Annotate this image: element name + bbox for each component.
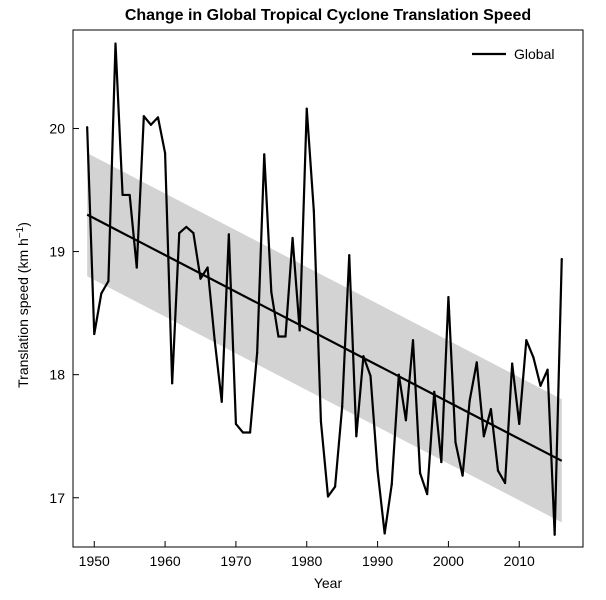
data-point [348, 254, 351, 257]
data-point [341, 405, 344, 408]
data-point [376, 469, 379, 472]
data-point [440, 460, 443, 464]
data-point [206, 266, 209, 269]
x-axis-label: Year [314, 575, 343, 591]
data-point [333, 485, 337, 488]
x-tick-label: 1990 [362, 553, 393, 569]
data-point [496, 469, 500, 472]
y-axis-label-close: ) [15, 222, 31, 227]
x-tick-label: 1980 [291, 553, 322, 569]
data-point [234, 422, 238, 426]
data-point [199, 277, 202, 280]
data-point [284, 335, 287, 338]
data-point [518, 422, 521, 426]
x-tick-label: 1970 [220, 553, 251, 569]
data-point [468, 399, 471, 402]
trend-line [86, 213, 563, 462]
x-tick-label: 1950 [79, 553, 110, 569]
y-tick-label: 20 [49, 120, 65, 136]
y-tick-label: 17 [49, 490, 65, 506]
data-point [121, 193, 124, 197]
data-point [100, 292, 103, 295]
data-point [192, 232, 195, 235]
data-point [383, 532, 386, 535]
data-point [227, 233, 230, 236]
data-point [149, 123, 153, 126]
data-point [142, 115, 145, 118]
data-point [461, 474, 464, 477]
data-point [319, 420, 323, 423]
data-point [326, 495, 330, 498]
y-axis-label-main: Translation speed (km h [15, 238, 31, 388]
data-point [553, 533, 556, 536]
data-point [185, 225, 188, 229]
plot-area [86, 42, 563, 536]
data-point [220, 400, 223, 403]
data-point [241, 431, 245, 434]
data-point [156, 116, 160, 119]
data-point [482, 435, 485, 438]
data-point [107, 280, 110, 283]
y-tick-label: 18 [49, 367, 65, 383]
legend-label-global: Global [514, 46, 554, 62]
data-point [312, 209, 315, 213]
data-point [511, 362, 514, 365]
data-point [503, 481, 507, 485]
data-point [213, 339, 216, 342]
data-point [447, 296, 450, 299]
plot-frame [72, 29, 584, 548]
data-point [256, 351, 259, 354]
x-tick-label: 2000 [433, 553, 464, 569]
data-point [369, 374, 372, 377]
data-point [263, 153, 266, 156]
data-point [128, 193, 131, 197]
data-point [178, 232, 181, 235]
data-point [135, 266, 138, 269]
data-point [546, 368, 549, 371]
data-point [163, 151, 167, 155]
y-tick-label: 19 [49, 244, 65, 260]
data-point [114, 42, 117, 45]
data-point [560, 257, 563, 261]
x-tick-label: 2010 [504, 553, 535, 569]
y-axis-label: Translation speed (km h−1) [15, 222, 31, 388]
data-point [390, 483, 393, 486]
x-tick-label: 1960 [150, 553, 181, 569]
data-point [270, 291, 273, 294]
data-point [404, 419, 408, 422]
axes: 1950 1960 1970 1980 1990 2000 2010 17 18 19 20 [49, 120, 535, 569]
data-point [171, 382, 174, 385]
data-point [525, 339, 528, 342]
data-point [305, 107, 308, 110]
data-point [454, 441, 457, 444]
data-point [426, 492, 429, 496]
data-point [433, 390, 436, 393]
data-point [418, 472, 422, 475]
data-point [475, 361, 478, 364]
data-point [355, 435, 358, 438]
data-point [489, 408, 493, 411]
legend: Global [472, 46, 554, 62]
data-point [93, 332, 96, 336]
data-point [532, 356, 535, 359]
data-point [86, 126, 89, 129]
data-point [277, 335, 280, 338]
y-axis-label-exponent: −1 [15, 226, 26, 238]
series-line-global [86, 42, 563, 536]
data-point [539, 384, 542, 387]
data-point [298, 329, 301, 332]
chart-title: Change in Global Tropical Cyclone Transl… [125, 7, 531, 24]
data-point [411, 339, 415, 342]
data-point [248, 431, 252, 434]
data-point [291, 236, 294, 240]
